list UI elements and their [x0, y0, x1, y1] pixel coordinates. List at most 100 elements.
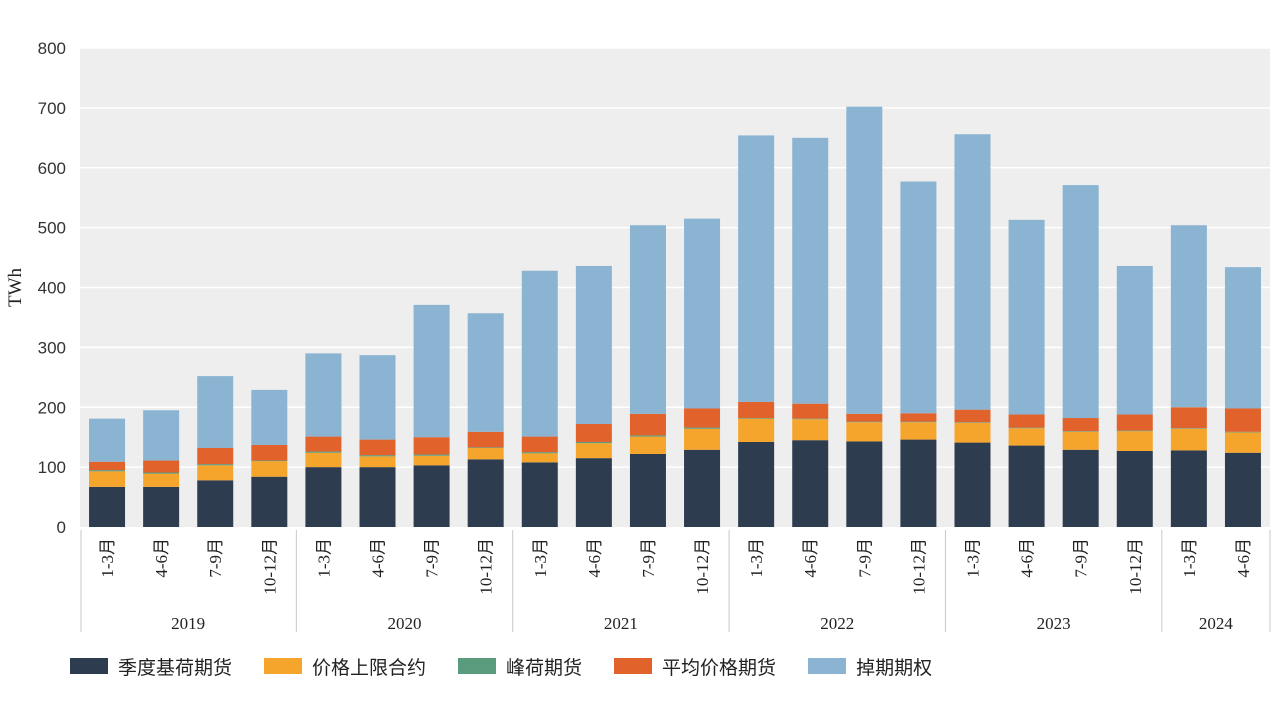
bar-segment — [1170, 225, 1207, 408]
bar-segment — [1062, 449, 1099, 527]
bar-segment — [89, 418, 126, 462]
bar-stack — [792, 137, 829, 527]
bar-segment — [1062, 185, 1099, 419]
x-tick-label: 10-12月 — [477, 538, 496, 595]
bar-stack — [684, 218, 721, 527]
bar-segment — [1170, 450, 1207, 527]
bar-stack — [359, 355, 396, 527]
bar-segment — [792, 440, 829, 527]
bar-segment — [197, 464, 234, 466]
bar-stack — [413, 304, 450, 527]
bar-segment — [413, 304, 450, 438]
bar-stack — [1116, 265, 1153, 527]
bar-segment — [954, 422, 991, 423]
bar-segment — [684, 449, 721, 527]
y-tick-label: 800 — [38, 39, 66, 58]
bar-segment — [521, 270, 558, 437]
bar-segment — [359, 456, 396, 468]
bar-segment — [1062, 431, 1099, 432]
y-tick-label: 300 — [38, 338, 66, 357]
x-tick-label: 1-3月 — [314, 538, 333, 578]
bar-segment — [1116, 431, 1153, 451]
bar-segment — [954, 134, 991, 410]
bar-segment — [413, 465, 450, 527]
bar-segment — [738, 401, 775, 419]
legend-swatch — [808, 658, 847, 674]
bar-segment — [1008, 428, 1045, 446]
y-tick-label: 0 — [57, 518, 66, 537]
bar-segment — [413, 454, 450, 456]
bar-segment — [629, 413, 666, 436]
x-tick-label: 1-3月 — [98, 538, 117, 578]
bar-segment — [846, 422, 883, 442]
bar-segment — [684, 428, 721, 450]
bar-segment — [197, 376, 234, 448]
bar-stack — [89, 418, 126, 527]
y-tick-label: 700 — [38, 99, 66, 118]
x-group-label: 2024 — [1199, 614, 1234, 633]
y-tick-label: 600 — [38, 159, 66, 178]
y-tick-label: 500 — [38, 219, 66, 238]
x-tick-label: 4-6月 — [801, 538, 820, 578]
bar-segment — [1224, 408, 1261, 432]
bar-segment — [1116, 430, 1153, 432]
bar-segment — [1224, 267, 1261, 409]
bar-stack — [900, 181, 937, 527]
bar-segment — [629, 436, 666, 454]
bar-segment — [413, 455, 450, 466]
x-group-label: 2019 — [171, 614, 205, 633]
x-tick-label: 4-6月 — [1018, 538, 1037, 578]
bar-stack — [1008, 219, 1045, 527]
bar-segment — [143, 410, 180, 461]
bar-stack — [954, 134, 991, 527]
bar-segment — [521, 462, 558, 527]
bar-segment — [359, 467, 396, 527]
x-tick-label: 10-12月 — [909, 538, 928, 595]
legend-swatch — [264, 658, 303, 674]
bar-segment — [413, 437, 450, 455]
bar-segment — [1062, 431, 1099, 450]
x-group-label: 2022 — [820, 614, 854, 633]
bar-segment — [575, 424, 612, 442]
bar-segment — [846, 441, 883, 527]
bar-segment — [467, 313, 504, 432]
bar-segment — [846, 413, 883, 422]
bar-segment — [1224, 431, 1261, 433]
bar-segment — [197, 447, 234, 465]
bar-segment — [684, 218, 721, 409]
bar-segment — [143, 460, 180, 473]
bar-segment — [521, 452, 558, 454]
legend-label: 掉期期权 — [856, 656, 933, 679]
bar-segment — [305, 436, 342, 452]
bar-segment — [251, 460, 288, 462]
legend-label: 价格上限合约 — [312, 656, 427, 679]
bar-segment — [629, 225, 666, 414]
bar-segment — [846, 421, 883, 423]
bar-segment — [359, 355, 396, 440]
legend-swatch — [614, 658, 653, 674]
bar-stack — [305, 353, 342, 527]
bar-segment — [197, 465, 234, 481]
bar-segment — [1008, 219, 1045, 415]
bar-segment — [1116, 265, 1153, 415]
x-tick-label: 4-6月 — [369, 538, 388, 578]
bar-segment — [900, 181, 937, 414]
bar-segment — [143, 473, 180, 487]
x-tick-label: 10-12月 — [1126, 538, 1145, 595]
bar-segment — [846, 106, 883, 414]
y-tick-label: 400 — [38, 279, 66, 298]
legend-label: 季度基荷期货 — [118, 656, 233, 679]
bar-segment — [738, 418, 775, 419]
legend-item: 峰荷期货 — [458, 653, 582, 680]
bar-segment — [738, 135, 775, 402]
bar-segment — [89, 470, 126, 472]
bar-segment — [359, 455, 396, 457]
bar-segment — [954, 409, 991, 423]
x-tick-label: 10-12月 — [693, 538, 712, 595]
bar-segment — [1224, 452, 1261, 527]
bar-segment — [792, 137, 829, 404]
legend-item: 季度基荷期货 — [70, 653, 232, 680]
bar-stack — [738, 135, 775, 527]
bar-segment — [738, 441, 775, 527]
bar-segment — [1008, 427, 1045, 429]
